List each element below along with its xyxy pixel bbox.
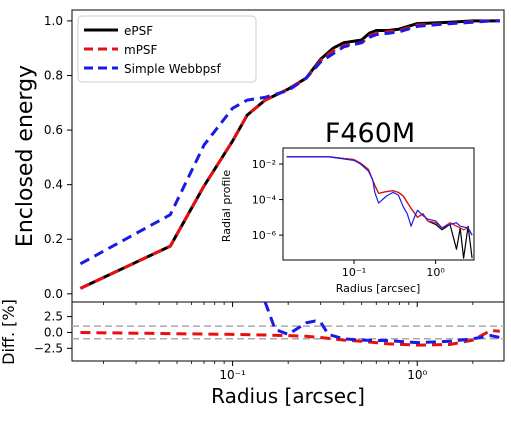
diff-y-tick-label: −2.5 — [34, 341, 63, 355]
legend: ePSF mPSF Simple Webbpsf — [77, 15, 257, 83]
diff-x-tick-label: 10⁻¹ — [219, 368, 246, 382]
diff-y-tick-label: 2.5 — [44, 310, 63, 324]
inset-y-tick-label: 10⁻² — [252, 158, 276, 171]
diff-y-tick-label: 0.0 — [44, 325, 63, 339]
main-series-lines — [79, 19, 500, 290]
inset-series-simple-webbpsf — [286, 156, 473, 236]
legend-label-mpsf: mPSF — [124, 43, 158, 57]
main-y-axis-label: Enclosed energy — [13, 65, 38, 247]
diff-plot-frame — [71, 301, 505, 362]
inset-x-tick-label: 10⁰ — [426, 266, 445, 279]
legend-box — [77, 15, 257, 83]
inset-series-lines — [286, 156, 473, 259]
diff-panel: 2.50.0 −2.5 10⁻¹ 10⁰ Diff. [%] Radius [arc… — [0, 299, 505, 408]
main-y-axis: 0.0 0.2 0.4 0.6 0.8 1.0 — [44, 14, 72, 301]
main-series-simple-webbpsf — [79, 19, 500, 266]
inset-x-axis: 10⁻¹ 10⁰ — [342, 260, 445, 279]
main-y-tick-label: 0.0 — [44, 287, 63, 301]
inset-y-tick-label: 10⁻⁴ — [252, 194, 277, 207]
main-y-tick-label: 0.8 — [44, 68, 63, 82]
inset-y-axis-label: Radial profile — [220, 170, 233, 242]
diff-reference-lines — [72, 325, 504, 340]
inset-x-tick-label: 10⁻¹ — [342, 266, 366, 279]
diff-x-tick-label: 10⁰ — [407, 368, 427, 382]
filter-annotation: F460M — [325, 118, 415, 149]
diff-series-simple-webbpsf — [263, 301, 501, 345]
diff-y-axis: 2.50.0 −2.5 — [34, 310, 72, 355]
main-x-axis-label: Radius [arcsec] — [211, 384, 365, 408]
main-y-tick-label: 1.0 — [44, 14, 63, 28]
diff-y-axis-label: Diff. [%] — [0, 299, 18, 365]
main-y-tick-label: 0.4 — [44, 178, 63, 192]
main-panel: 0.0 0.2 0.4 0.6 0.8 1.0 Enclosed energy F460M — [13, 9, 505, 307]
inset-panel: 10⁻² 10⁻⁴ 10⁻⁶ 10⁻¹ 10⁰ Radial profile Radi… — [220, 147, 475, 295]
main-x-axis — [103, 302, 474, 307]
inset-y-tick-label: 10⁻⁶ — [252, 229, 277, 242]
legend-label-epsf: ePSF — [124, 24, 153, 38]
inset-plot-frame — [282, 147, 475, 261]
main-y-tick-label: 0.2 — [44, 232, 63, 246]
inset-x-axis-label: Radius [arcsec] — [336, 282, 421, 295]
diff-series-mpsf — [80, 329, 500, 347]
inset-series-mpsf — [286, 156, 473, 236]
legend-label-webbpsf: Simple Webbpsf — [124, 62, 221, 76]
main-y-tick-label: 0.6 — [44, 123, 63, 137]
diff-series-lines — [80, 301, 501, 347]
diff-x-axis: 10⁻¹ 10⁰ — [103, 361, 474, 382]
inset-y-axis: 10⁻² 10⁻⁴ 10⁻⁶ — [252, 158, 283, 242]
